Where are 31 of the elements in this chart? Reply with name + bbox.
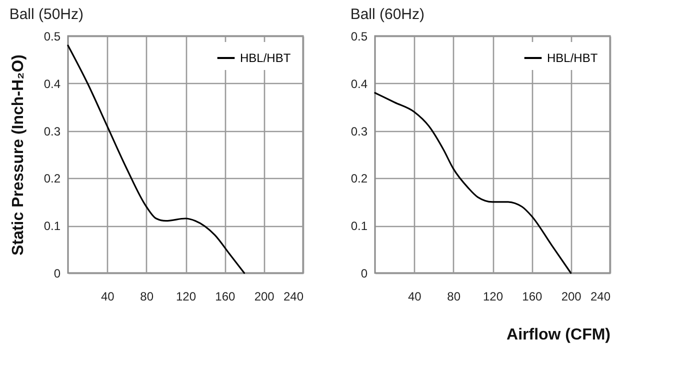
x-tick-label: 160 [522, 290, 542, 304]
x-axis-title: Airflow (CFM) [506, 326, 610, 344]
line-series [374, 92, 572, 274]
y-tick-label: 0.2 [350, 172, 368, 186]
y-tick-label: 0 [54, 266, 61, 280]
x-tick-label: 200 [254, 290, 275, 304]
x-tick-label: 200 [561, 290, 582, 304]
x-tick-label: 40 [100, 290, 115, 304]
legend-label: HBL/HBT [240, 51, 292, 65]
y-tick-label: 0.4 [350, 76, 368, 91]
y-tick-label: 0.5 [350, 30, 368, 44]
chart-title: Ball (60Hz) [350, 6, 425, 23]
chart-title: Ball (50Hz) [9, 6, 84, 23]
x-tick-label: 240 [283, 290, 304, 304]
legend-label: HBL/HBT [547, 51, 598, 65]
y-tick-label: 0.3 [350, 124, 368, 138]
y-tick-label: 0.5 [44, 30, 61, 44]
x-tick-label: 80 [447, 290, 461, 304]
x-tick-label: 120 [482, 290, 504, 304]
x-tick-label: 80 [140, 290, 154, 304]
y-tick-label: 0 [360, 266, 368, 280]
x-tick-label: 120 [176, 290, 196, 304]
y-tick-label: 0.4 [44, 76, 61, 91]
y-tick-label: 0.2 [44, 172, 61, 186]
x-tick-label: 160 [215, 290, 236, 304]
y-tick-label: 0.3 [44, 124, 61, 138]
y-tick-label: 0.1 [44, 219, 61, 234]
x-tick-label: 40 [408, 290, 422, 304]
y-axis-title: Static Pressure (Inch-H₂O) [10, 54, 27, 256]
y-tick-label: 0.1 [350, 219, 368, 234]
x-tick-label: 240 [590, 290, 611, 304]
